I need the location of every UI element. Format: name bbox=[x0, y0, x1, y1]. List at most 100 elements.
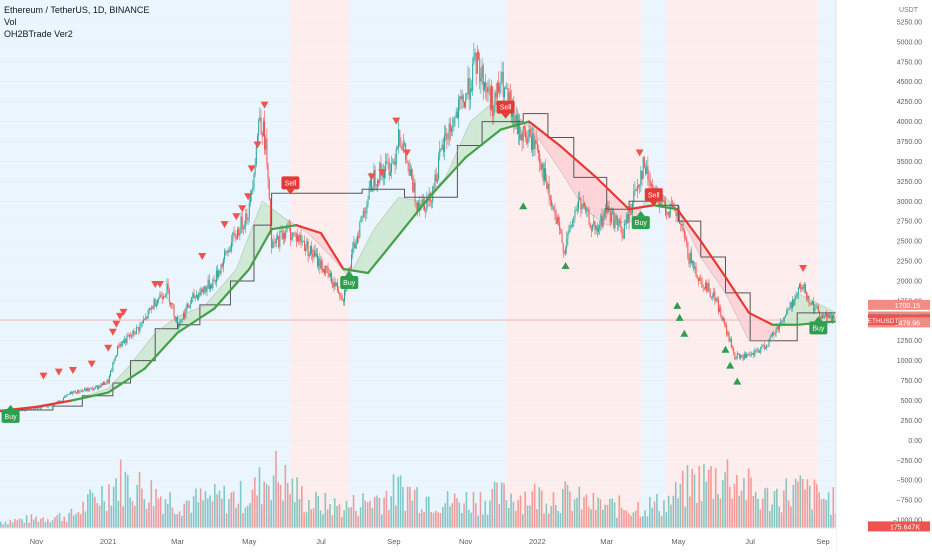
volume-bar bbox=[87, 494, 89, 528]
volume-bar bbox=[348, 508, 350, 528]
volume-bar bbox=[200, 489, 202, 528]
candle-body bbox=[739, 354, 740, 358]
candle-body bbox=[332, 283, 333, 288]
candle-body bbox=[503, 72, 504, 97]
volume-bar bbox=[529, 505, 531, 528]
candle-body bbox=[151, 307, 152, 309]
volume-bar bbox=[7, 524, 9, 528]
candle-body bbox=[523, 126, 524, 141]
volume-bar bbox=[139, 472, 141, 528]
volume-bar bbox=[444, 503, 446, 528]
volume-bar bbox=[426, 497, 428, 528]
candle-body bbox=[619, 221, 620, 224]
candle-body bbox=[335, 282, 336, 286]
candle-body bbox=[677, 212, 678, 216]
candle-body bbox=[79, 392, 80, 393]
candle-body bbox=[216, 270, 217, 282]
candle-body bbox=[462, 96, 463, 99]
candle-body bbox=[304, 241, 305, 251]
volume-bar bbox=[816, 484, 818, 528]
volume-bar bbox=[188, 501, 190, 528]
volume-bar bbox=[781, 512, 783, 528]
volume-bar bbox=[16, 520, 18, 528]
volume-bar bbox=[334, 498, 336, 528]
candle-body bbox=[265, 139, 266, 150]
volume-bar bbox=[127, 475, 129, 528]
volume-bar bbox=[92, 493, 94, 528]
volume-bar bbox=[141, 489, 143, 528]
candle-body bbox=[136, 327, 137, 334]
band-segment bbox=[755, 316, 759, 341]
candle-body bbox=[471, 89, 472, 91]
volume-bar bbox=[818, 492, 820, 528]
candle-body bbox=[478, 52, 479, 59]
candle-body bbox=[768, 339, 769, 346]
candle-body bbox=[497, 83, 498, 98]
price-marker-label: 1479.96 bbox=[895, 320, 920, 327]
volume-label[interactable]: Vol bbox=[4, 16, 149, 28]
candle-body bbox=[559, 222, 560, 230]
band-segment bbox=[392, 202, 396, 244]
candle-body bbox=[817, 306, 818, 307]
candle-body bbox=[666, 214, 667, 215]
candle-body bbox=[365, 213, 366, 214]
symbol-title[interactable]: Ethereum / TetherUS, 1D, BINANCE bbox=[4, 4, 149, 16]
candle-body bbox=[143, 320, 144, 323]
volume-bar bbox=[381, 514, 383, 528]
candle-body bbox=[390, 172, 391, 176]
volume-bar bbox=[120, 459, 122, 528]
volume-bar bbox=[115, 478, 117, 528]
candle-body bbox=[92, 388, 93, 390]
candle-body bbox=[235, 234, 236, 238]
candle-body bbox=[691, 252, 692, 263]
candle-body bbox=[352, 248, 353, 255]
candle-body bbox=[425, 210, 426, 211]
volume-bar bbox=[61, 521, 63, 528]
candle-body bbox=[680, 224, 681, 225]
indicator-label[interactable]: OH2BTrade Ver2 bbox=[4, 28, 149, 40]
volume-bar bbox=[713, 499, 715, 528]
time-tick-label: Jul bbox=[316, 537, 326, 546]
candle-body bbox=[569, 226, 570, 234]
volume-bar bbox=[165, 499, 167, 528]
candle-body bbox=[465, 99, 466, 107]
volume-bar bbox=[689, 497, 691, 528]
candle-body bbox=[542, 164, 543, 170]
candle-body bbox=[239, 234, 240, 236]
candle-body bbox=[685, 237, 686, 238]
volume-bar bbox=[24, 523, 26, 528]
candle-body bbox=[192, 293, 193, 297]
volume-bar bbox=[294, 502, 296, 528]
volume-bar bbox=[59, 513, 61, 528]
candle-body bbox=[391, 163, 392, 172]
volume-bar bbox=[583, 497, 585, 528]
candle-body bbox=[491, 86, 492, 109]
candle-body bbox=[271, 230, 272, 248]
volume-bar bbox=[774, 491, 776, 528]
volume-bar bbox=[722, 480, 724, 528]
candle-body bbox=[125, 339, 126, 343]
band-segment bbox=[586, 168, 590, 212]
candle-body bbox=[647, 166, 648, 179]
candle-body bbox=[455, 117, 456, 119]
volume-bar bbox=[108, 484, 110, 528]
volume-bar bbox=[477, 516, 479, 528]
volume-bar bbox=[252, 490, 254, 528]
band-segment bbox=[596, 177, 600, 220]
price-tick-label: 2250.00 bbox=[897, 259, 922, 266]
candle-body bbox=[433, 187, 434, 188]
candle-body bbox=[298, 236, 299, 241]
volume-bar bbox=[238, 504, 240, 528]
candle-body bbox=[612, 211, 613, 213]
candle-body bbox=[353, 243, 354, 248]
candle-body bbox=[490, 88, 491, 110]
candle-body bbox=[534, 140, 535, 149]
volume-bar bbox=[543, 513, 545, 528]
candle-body bbox=[714, 292, 715, 301]
volume-bar bbox=[724, 472, 726, 528]
candle-body bbox=[506, 88, 507, 89]
volume-bar bbox=[705, 482, 707, 528]
volume-bar bbox=[355, 511, 357, 528]
volume-bar bbox=[360, 507, 362, 528]
